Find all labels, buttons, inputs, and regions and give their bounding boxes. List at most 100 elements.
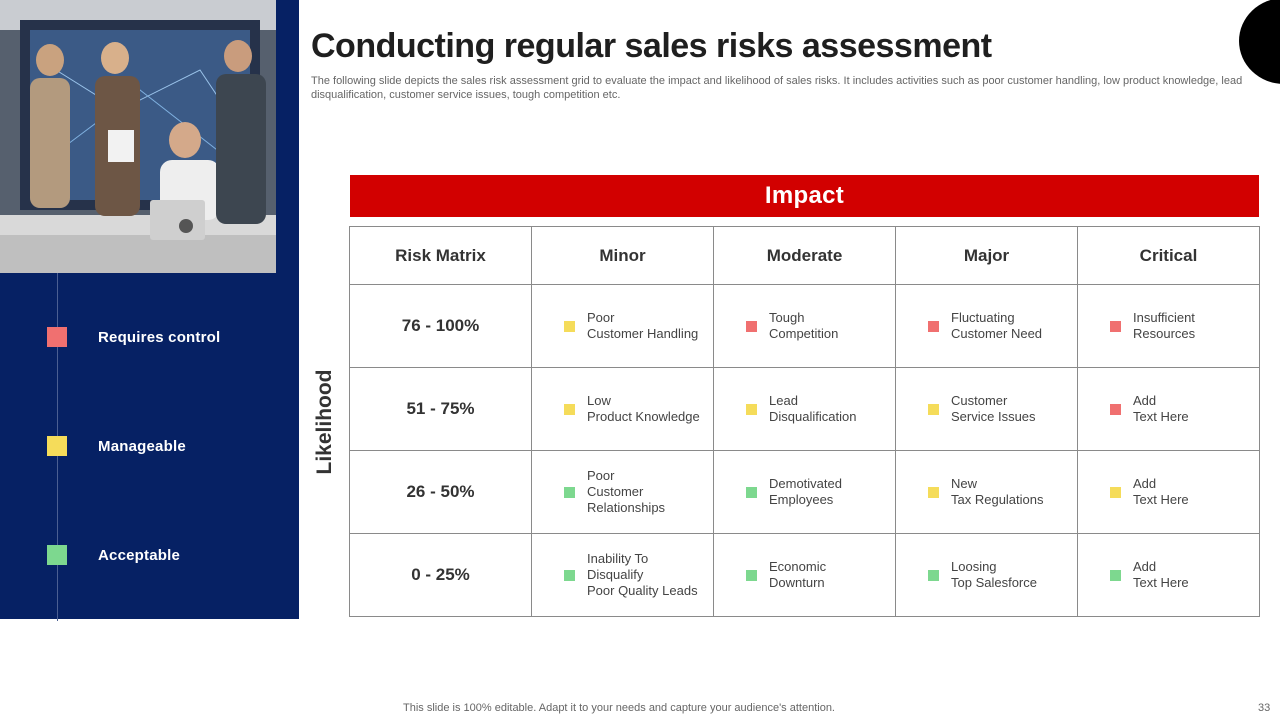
- impact-header: Impact: [350, 175, 1259, 217]
- risk-label-line: Tax Regulations: [951, 492, 1044, 507]
- risk-label-line: Customer: [951, 393, 1008, 408]
- risk-label-line: Customer Handling: [587, 326, 699, 341]
- risk-level-yellow-marker: [1110, 486, 1121, 498]
- risk-label-line: Top Salesforce: [951, 575, 1037, 590]
- risk-level-yellow-marker: [928, 486, 939, 498]
- team-photo-illustration: [0, 0, 276, 273]
- risk-level-green-marker: [564, 486, 575, 498]
- risk-level-red-marker: [1110, 403, 1121, 415]
- risk-cell: Poor Customer Handling: [531, 284, 714, 368]
- risk-label: Poor Customer Handling: [587, 310, 698, 342]
- risk-level-green-marker: [746, 486, 757, 498]
- page-number: 33: [1258, 702, 1271, 714]
- risk-level-red-marker: [928, 320, 939, 332]
- risk-label: Customer Service Issues: [951, 393, 1036, 425]
- risk-matrix: Risk Matrix Minor Moderate Major Critica…: [349, 226, 1260, 617]
- matrix-body: 76 - 100% Poor Customer Handling Tough Compe…: [349, 284, 1260, 617]
- header-major: Major: [895, 226, 1078, 285]
- risk-cell: Inability To Disqualify Poor Quality Leads: [531, 533, 714, 617]
- footer-note: This slide is 100% editable. Adapt it to…: [403, 702, 835, 714]
- legend-label: Requires control: [98, 328, 221, 346]
- risk-label-line: Customer Need: [951, 326, 1043, 341]
- risk-label: Inability To Disqualify Poor Quality Leads: [587, 551, 698, 599]
- matrix-row: 76 - 100% Poor Customer Handling Tough Compe…: [349, 284, 1260, 368]
- risk-label-line: Tough: [769, 310, 805, 325]
- risk-label-line: Relationships: [587, 500, 666, 515]
- risk-cell: New Tax Regulations: [895, 450, 1078, 534]
- risk-label: Poor Customer Relationships: [587, 468, 665, 516]
- risk-label-line: Loosing: [951, 559, 997, 574]
- risk-label-line: Fluctuating: [951, 310, 1015, 325]
- legend-item-acceptable: Acceptable: [47, 545, 180, 565]
- page-title: Conducting regular sales risks assessmen…: [311, 27, 992, 65]
- likelihood-range: 0 - 25%: [349, 533, 532, 617]
- risk-cell: Fluctuating Customer Need: [895, 284, 1078, 368]
- risk-label: Add Text Here: [1133, 393, 1189, 425]
- page-subtitle: The following slide depicts the sales ri…: [311, 75, 1243, 101]
- risk-label-line: Insufficient: [1133, 310, 1195, 325]
- team-photo: [0, 0, 276, 273]
- matrix-row: 26 - 50% Poor Customer Relationships Demotiv…: [349, 450, 1260, 534]
- risk-label: Low Product Knowledge: [587, 393, 700, 425]
- risk-label-line: Poor Quality Leads: [587, 583, 698, 598]
- risk-label-line: Add: [1133, 476, 1157, 491]
- risk-label: New Tax Regulations: [951, 476, 1044, 508]
- risk-label-line: Employees: [769, 492, 834, 507]
- risk-label-line: Downturn: [769, 575, 825, 590]
- risk-cell: Tough Competition: [713, 284, 896, 368]
- risk-cell: Demotivated Employees: [713, 450, 896, 534]
- risk-label-line: Text Here: [1133, 575, 1189, 590]
- risk-cell: Lead Disqualification: [713, 367, 896, 451]
- risk-level-yellow-marker: [564, 403, 575, 415]
- risk-label: Add Text Here: [1133, 476, 1189, 508]
- risk-label-line: Add: [1133, 559, 1157, 574]
- risk-label: Economic Downturn: [769, 559, 826, 591]
- risk-label-line: Inability To: [587, 551, 649, 566]
- risk-level-green-marker: [746, 569, 757, 581]
- risk-label-line: Poor: [587, 310, 615, 325]
- corner-decoration: [1239, 0, 1280, 84]
- risk-label-line: Demotivated: [769, 476, 842, 491]
- header-moderate: Moderate: [713, 226, 896, 285]
- risk-label-line: Service Issues: [951, 409, 1036, 424]
- risk-label-line: Resources: [1133, 326, 1196, 341]
- likelihood-range: 26 - 50%: [349, 450, 532, 534]
- matrix-row: 0 - 25% Inability To Disqualify Poor Qualit…: [349, 533, 1260, 617]
- risk-cell: Economic Downturn: [713, 533, 896, 617]
- risk-label-line: Product Knowledge: [587, 409, 700, 424]
- risk-level-red-marker: [1110, 320, 1121, 332]
- risk-level-green-marker: [928, 569, 939, 581]
- risk-cell: Low Product Knowledge: [531, 367, 714, 451]
- header-risk-matrix: Risk Matrix: [349, 226, 532, 285]
- risk-label-line: Low: [587, 393, 611, 408]
- risk-cell: Customer Service Issues: [895, 367, 1078, 451]
- likelihood-range: 76 - 100%: [349, 284, 532, 368]
- risk-level-yellow-marker: [564, 320, 575, 332]
- risk-cell: Loosing Top Salesforce: [895, 533, 1078, 617]
- risk-label-line: Poor: [587, 468, 615, 483]
- risk-label-line: Disqualification: [769, 409, 857, 424]
- header-critical: Critical: [1077, 226, 1260, 285]
- risk-label-line: New: [951, 476, 978, 491]
- risk-level-red-marker: [746, 320, 757, 332]
- likelihood-label: Likelihood: [313, 369, 336, 475]
- risk-label: Fluctuating Customer Need: [951, 310, 1042, 342]
- risk-label-line: Disqualify: [587, 567, 644, 582]
- legend-swatch-yellow: [47, 436, 67, 456]
- likelihood-range: 51 - 75%: [349, 367, 532, 451]
- risk-level-yellow-marker: [928, 403, 939, 415]
- legend-swatch-red: [47, 327, 67, 347]
- risk-label: Add Text Here: [1133, 559, 1189, 591]
- risk-level-green-marker: [1110, 569, 1121, 581]
- risk-level-green-marker: [564, 569, 575, 581]
- risk-label: Loosing Top Salesforce: [951, 559, 1037, 591]
- risk-label-line: Text Here: [1133, 409, 1189, 424]
- risk-label: Lead Disqualification: [769, 393, 856, 425]
- matrix-row: 51 - 75% Low Product Knowledge Lead Disquali…: [349, 367, 1260, 451]
- risk-label-line: Text Here: [1133, 492, 1189, 507]
- risk-label-line: Lead: [769, 393, 798, 408]
- risk-label-line: Competition: [769, 326, 839, 341]
- header-minor: Minor: [531, 226, 714, 285]
- legend-swatch-green: [47, 545, 67, 565]
- risk-label: Insufficient Resources: [1133, 310, 1195, 342]
